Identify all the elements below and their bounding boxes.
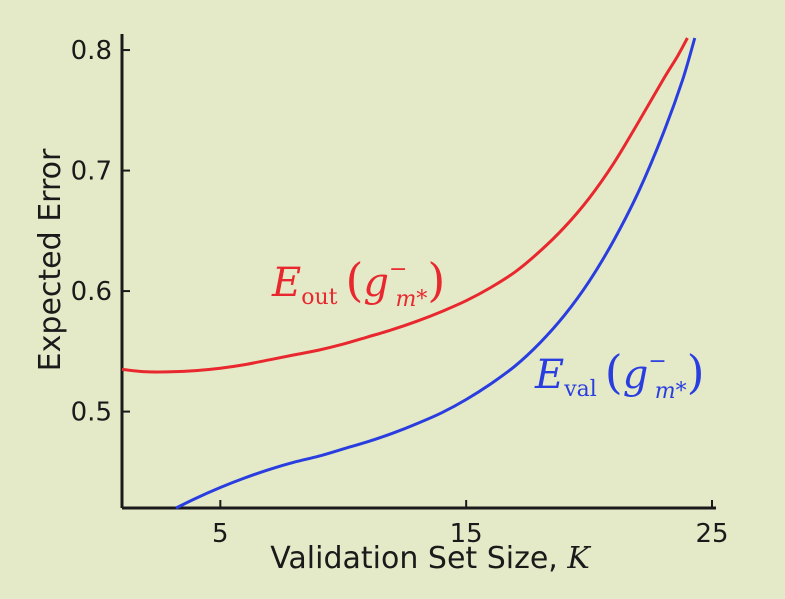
y-axis-label: Expected Error [33, 148, 68, 371]
eout-label-arg: g [363, 260, 389, 306]
eout-label-open: ( [345, 253, 363, 307]
eval-label-open: ( [605, 345, 623, 399]
eval-label: Eval (g− m*) [534, 345, 705, 404]
eout-label-arg-sub: m* [395, 287, 427, 312]
x-axis-label-var: K [566, 541, 591, 576]
eval-label-arg: g [623, 352, 649, 398]
eout-label-main: E [271, 260, 301, 306]
x-axis-label: Validation Set Size, K [270, 541, 591, 576]
eval-label-main: E [534, 352, 564, 398]
curves [121, 37, 697, 510]
y-tick-label: 0.8 [71, 36, 112, 66]
series-line-eval [175, 37, 697, 510]
eval-label-arg-sub: m* [655, 379, 687, 404]
x-ticks: 5 15 25 [212, 500, 729, 549]
series-line-eout [121, 37, 689, 374]
x-tick-label: 25 [695, 519, 728, 549]
y-tick-label: 0.6 [71, 277, 112, 307]
y-tick-label: 0.7 [71, 157, 112, 187]
x-axis-label-text: Validation Set Size, [270, 541, 567, 576]
eout-label-arg-sup: − [389, 257, 407, 282]
y-tick-label: 0.5 [71, 398, 112, 428]
x-tick-label: 15 [450, 519, 483, 549]
x-tick-label: 5 [212, 519, 229, 549]
eval-label-sub: val [563, 377, 597, 402]
axes [120, 34, 716, 510]
y-ticks: 0.5 0.6 0.7 0.8 [71, 36, 130, 428]
eout-label: Eout (g− m*) [271, 253, 445, 312]
eout-label-sub: out [301, 285, 337, 310]
eval-label-arg-sup: − [648, 349, 666, 374]
eout-label-close: ) [427, 253, 445, 307]
eval-label-close: ) [687, 345, 705, 399]
